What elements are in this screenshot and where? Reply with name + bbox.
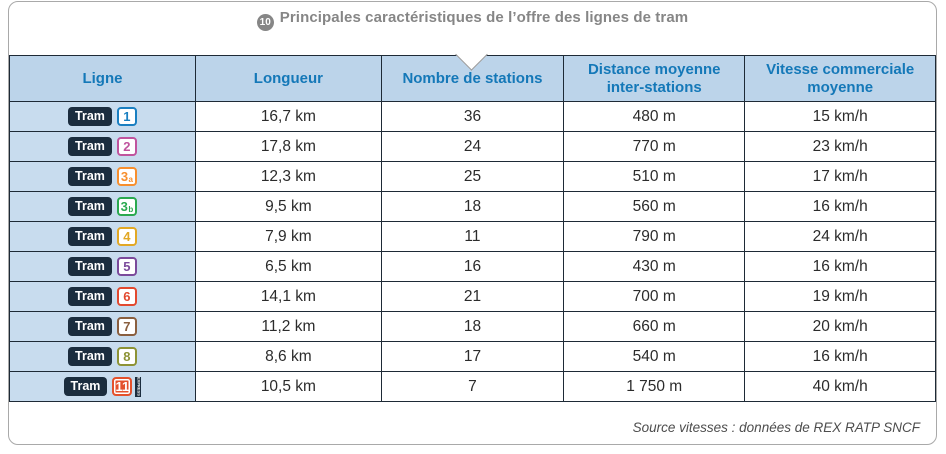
distance-cell: 660 m xyxy=(564,312,746,341)
tram-badge: Tram xyxy=(68,286,112,307)
tram-table: Ligne Longueur Nombre de stations Distan… xyxy=(9,38,936,402)
longueur-cell: 10,5 km xyxy=(196,372,382,401)
stations-cell: 17 xyxy=(382,342,565,371)
stations-cell: 11 xyxy=(382,222,565,251)
stations-cell: 36 xyxy=(382,102,565,131)
distance-cell: 1 750 m xyxy=(564,372,746,401)
longueur-cell: 7,9 km xyxy=(196,222,382,251)
table-row: Tram 4 7,9 km 11 790 m 24 km/h xyxy=(10,221,935,251)
tram-badge: Tram xyxy=(68,316,112,337)
distance-cell: 430 m xyxy=(564,252,746,281)
stations-cell: 16 xyxy=(382,252,565,281)
longueur-cell: 8,6 km xyxy=(196,342,382,371)
line-number-badge: 6 xyxy=(116,287,137,306)
table-row: Tram 7 11,2 km 18 660 m 20 km/h xyxy=(10,311,935,341)
line-cell: Tram 8 xyxy=(10,342,196,371)
line-number-badge: 8 xyxy=(116,347,137,366)
vitesse-cell: 20 km/h xyxy=(812,317,868,335)
vitesse-cell: 19 km/h xyxy=(812,287,868,305)
distance-cell: 560 m xyxy=(564,192,746,221)
longueur-cell: 11,2 km xyxy=(196,312,382,341)
line-number-badge: 5 xyxy=(116,257,137,276)
figure-title-row: 10 Principales caractéristiques de l’offr… xyxy=(9,9,936,31)
vitesse-cell: 15 km/h xyxy=(812,107,868,125)
distance-cell: 790 m xyxy=(564,222,746,251)
tram-badge: Tram xyxy=(68,136,112,157)
line-number-badge: 11 xyxy=(112,377,133,396)
header-stations: Nombre de stations xyxy=(382,56,565,101)
line-number-badge: 1 xyxy=(116,107,137,126)
table-row: Tram 5 6,5 km 16 430 m 16 km/h xyxy=(10,251,935,281)
table-row: Tram 11 EXPRESS 10,5 km 7 1 750 m 40 km/… xyxy=(10,371,935,401)
line-cell: Tram 2 xyxy=(10,132,196,161)
tram-badge: Tram xyxy=(68,196,112,217)
longueur-cell: 16,7 km xyxy=(196,102,382,131)
distance-cell: 770 m xyxy=(564,132,746,161)
longueur-cell: 14,1 km xyxy=(196,282,382,311)
vitesse-cell: 17 km/h xyxy=(812,167,868,185)
line-cell: Tram 7 xyxy=(10,312,196,341)
figure-panel: 10 Principales caractéristiques de l’offr… xyxy=(8,1,937,445)
table-row: Tram 6 14,1 km 21 700 m 19 km/h xyxy=(10,281,935,311)
vitesse-cell: 40 km/h xyxy=(812,377,868,395)
stations-cell: 18 xyxy=(382,312,565,341)
distance-cell: 480 m xyxy=(564,102,746,131)
table-row: Tram 8 8,6 km 17 540 m 16 km/h xyxy=(10,341,935,371)
line-cell: Tram 5 xyxy=(10,252,196,281)
line-number-badge: 2 xyxy=(116,137,137,156)
stations-cell: 18 xyxy=(382,192,565,221)
stations-cell: 21 xyxy=(382,282,565,311)
tram-badge: Tram xyxy=(68,346,112,367)
line-cell: Tram 11 EXPRESS xyxy=(10,372,196,401)
table-body: Tram 1 16,7 km 36 480 m 15 km/h Tram 2 1… xyxy=(10,101,935,401)
vitesse-cell: 23 km/h xyxy=(812,137,868,155)
tram-badge: Tram xyxy=(63,376,108,397)
stations-cell: 25 xyxy=(382,162,565,191)
tram-badge: Tram xyxy=(68,166,112,187)
longueur-cell: 12,3 km xyxy=(196,162,382,191)
header-ligne: Ligne xyxy=(10,56,196,101)
line-number-badge: 7 xyxy=(116,317,137,336)
source-note: Source vitesses : données de REX RATP SN… xyxy=(632,420,920,435)
line-cell: Tram 1 xyxy=(10,102,196,131)
header-longueur: Longueur xyxy=(196,56,382,101)
longueur-cell: 17,8 km xyxy=(196,132,382,161)
distance-cell: 540 m xyxy=(564,342,746,371)
vitesse-cell: 16 km/h xyxy=(812,257,868,275)
tram-badge: Tram xyxy=(68,226,112,247)
table-row: Tram 1 16,7 km 36 480 m 15 km/h xyxy=(10,101,935,131)
express-strip: EXPRESS xyxy=(135,376,142,397)
figure-number-icon: 10 xyxy=(256,14,274,31)
vitesse-cell: 16 km/h xyxy=(812,347,868,365)
stations-cell: 24 xyxy=(382,132,565,161)
vitesse-cell: 16 km/h xyxy=(812,197,868,215)
stations-cell: 7 xyxy=(382,372,565,401)
header-distance: Distance moyenne inter-stations xyxy=(564,56,746,101)
line-cell: Tram 6 xyxy=(10,282,196,311)
tram-badge: Tram xyxy=(68,106,112,127)
distance-cell: 510 m xyxy=(564,162,746,191)
vitesse-cell: 24 km/h xyxy=(812,227,868,245)
longueur-cell: 9,5 km xyxy=(196,192,382,221)
line-number-badge: 4 xyxy=(116,227,137,246)
header-vitesse: Vitesse commerciale moyenne xyxy=(766,61,915,96)
line-cell: Tram 4 xyxy=(10,222,196,251)
tram-badge: Tram xyxy=(68,256,112,277)
distance-cell: 700 m xyxy=(564,282,746,311)
table-row: Tram 2 17,8 km 24 770 m 23 km/h xyxy=(10,131,935,161)
figure-title: Principales caractéristiques de l’offre … xyxy=(279,9,689,26)
longueur-cell: 6,5 km xyxy=(196,252,382,281)
